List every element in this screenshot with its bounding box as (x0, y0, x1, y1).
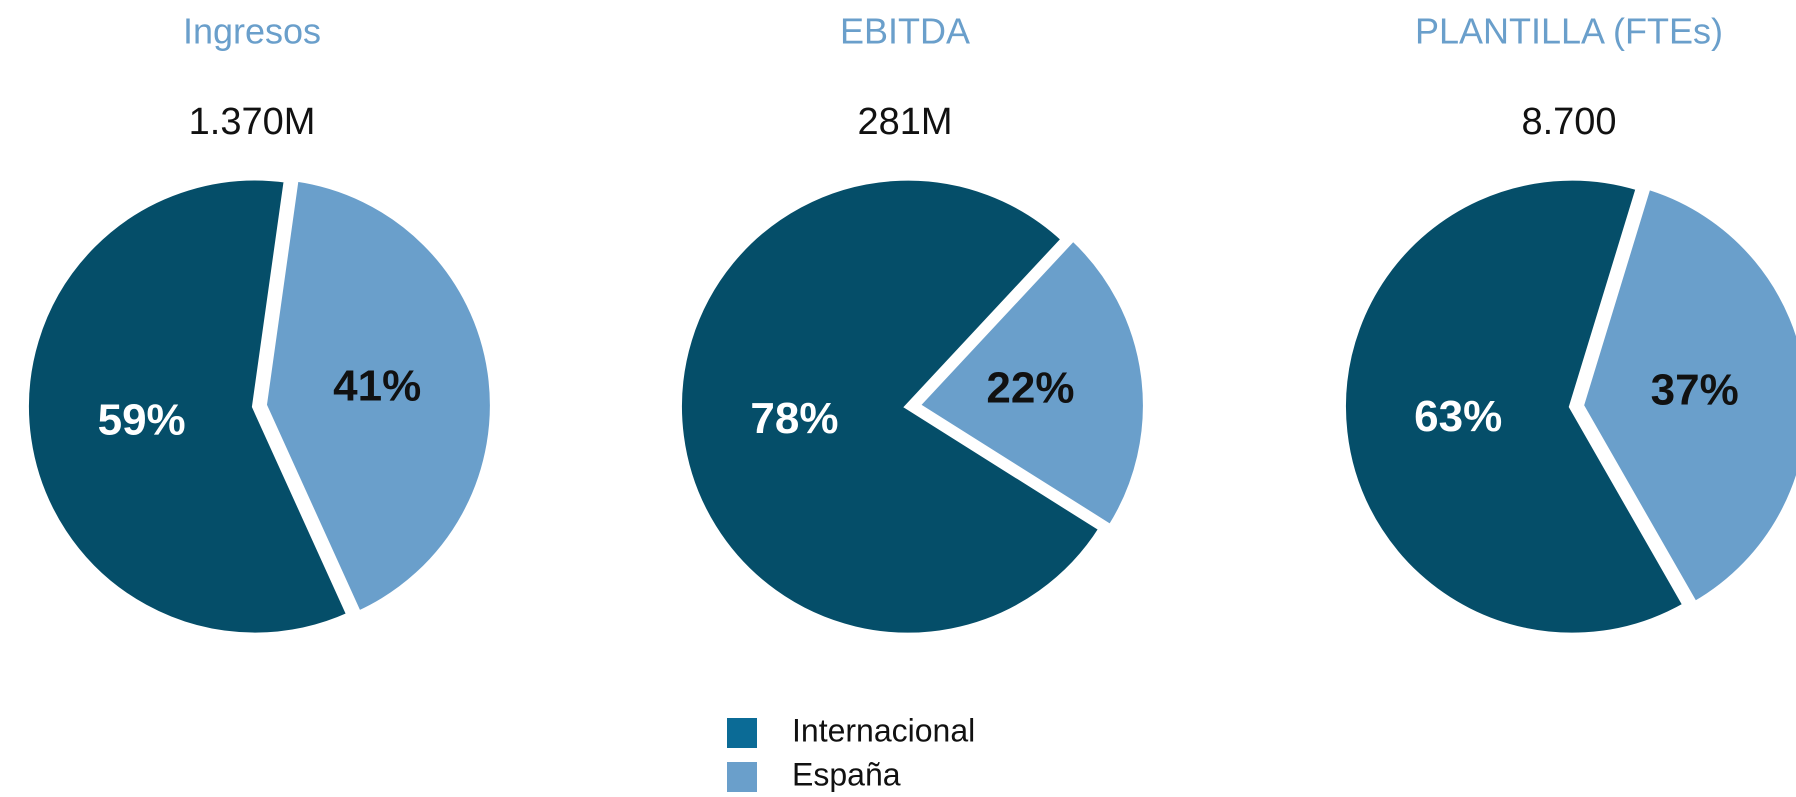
pie-slice (23, 174, 354, 639)
pie-label: 63% (1414, 392, 1502, 441)
pie-label: 59% (98, 396, 186, 445)
pie-total: 281M (857, 101, 952, 143)
pie-title: Ingresos (183, 11, 321, 52)
legend-swatch (727, 718, 757, 748)
pie-total: 1.370M (189, 101, 316, 143)
pie-label: 37% (1651, 366, 1739, 415)
pie-label: 78% (750, 394, 838, 443)
pie-title: EBITDA (840, 11, 970, 52)
pie-slice (912, 233, 1149, 532)
pie-total: 8.700 (1521, 101, 1616, 143)
pie-title: PLANTILLA (FTEs) (1415, 11, 1723, 52)
legend-swatch (727, 762, 757, 792)
pie-slice (675, 174, 1106, 639)
pie-slice (1577, 182, 1796, 609)
pie-label: 41% (333, 362, 421, 411)
pie-label: 22% (986, 363, 1074, 412)
pie-slice (260, 175, 496, 618)
pie-slice (1339, 174, 1690, 639)
legend-label: España (792, 756, 901, 792)
legend-label: Internacional (792, 712, 975, 748)
